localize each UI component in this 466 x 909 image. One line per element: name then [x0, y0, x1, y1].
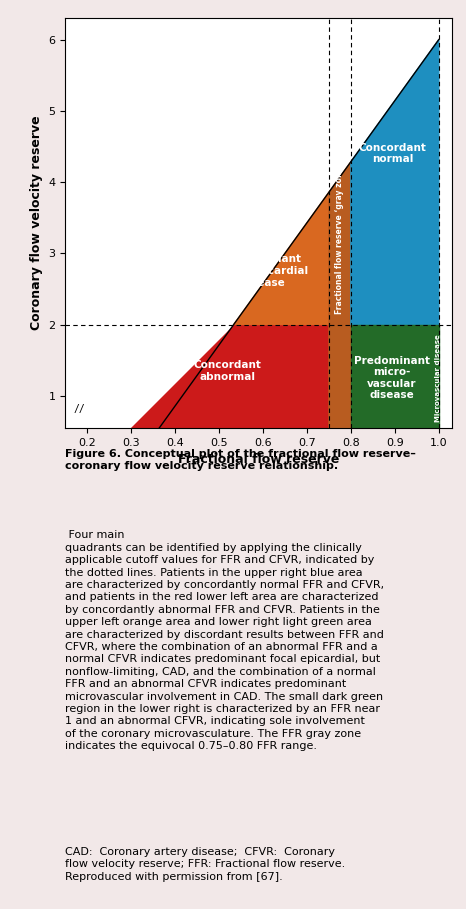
- Text: Concordant
normal: Concordant normal: [359, 143, 426, 165]
- Polygon shape: [351, 325, 439, 428]
- Text: //: //: [74, 404, 86, 414]
- Text: Concordant
abnormal: Concordant abnormal: [194, 360, 262, 382]
- Y-axis label: Coronary flow velocity reserve: Coronary flow velocity reserve: [30, 115, 43, 330]
- X-axis label: Fractional flow reserve: Fractional flow reserve: [178, 453, 339, 466]
- Text: Predominant
focal epicardial
disease: Predominant focal epicardial disease: [218, 255, 308, 287]
- Text: Figure 6. Conceptual plot of the fractional flow reserve–
coronary flow velocity: Figure 6. Conceptual plot of the fractio…: [65, 449, 416, 471]
- Polygon shape: [329, 162, 351, 428]
- Polygon shape: [351, 40, 439, 325]
- Text: CAD:  Coronary artery disease;  CFVR:  Coronary
flow velocity reserve; FFR: Frac: CAD: Coronary artery disease; CFVR: Coro…: [65, 847, 345, 882]
- Text: Predominant
micro-
vascular
disease: Predominant micro- vascular disease: [354, 355, 430, 400]
- Text: Microvascular disease: Microvascular disease: [434, 335, 440, 422]
- Text: Four main
quadrants can be identified by applying the clinically
applicable cuto: Four main quadrants can be identified by…: [65, 531, 384, 751]
- Polygon shape: [131, 325, 329, 428]
- Text: Fractional flow reserve ‘gray zone’: Fractional flow reserve ‘gray zone’: [336, 164, 344, 315]
- Polygon shape: [234, 192, 329, 325]
